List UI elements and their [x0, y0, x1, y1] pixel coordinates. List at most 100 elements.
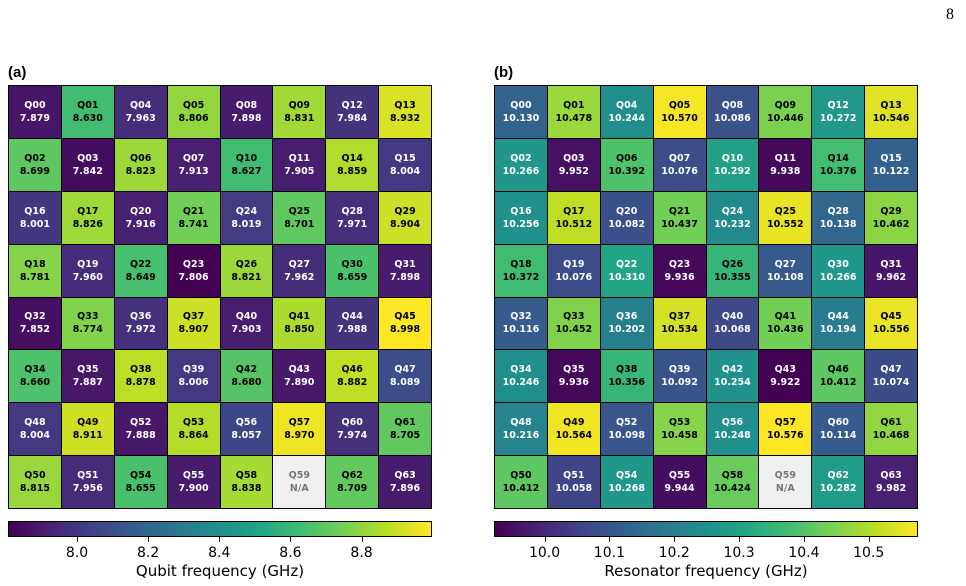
heatmap-cell: Q46 10.412	[812, 350, 865, 403]
cell-frequency-value: 8.699	[19, 165, 50, 177]
cell-frequency-value: 10.424	[714, 483, 751, 495]
cell-qubit-label: Q26	[721, 258, 744, 270]
cell-frequency-value: 7.852	[19, 324, 50, 336]
cell-frequency-value: 10.232	[714, 218, 751, 230]
colorbar-tick-mark	[803, 537, 805, 542]
heatmap-cell: Q29 10.462	[865, 191, 917, 244]
cell-qubit-label: Q48	[510, 417, 532, 429]
cell-frequency-value: 7.887	[72, 377, 103, 389]
cell-qubit-label: Q29	[394, 205, 416, 217]
cell-qubit-label: Q47	[394, 364, 416, 376]
cell-qubit-label: Q14	[827, 152, 849, 164]
heatmap-cell: Q24 10.232	[706, 191, 759, 244]
cell-qubit-label: Q10	[721, 152, 744, 164]
cell-qubit-label: Q53	[182, 417, 205, 429]
heatmap-cell: Q53 8.864	[167, 403, 220, 456]
heatmap-cell: Q17 8.826	[61, 191, 114, 244]
heatmap-cell: Q43 7.890	[273, 350, 326, 403]
colorbar-tick-mark	[674, 537, 676, 542]
cell-qubit-label: Q39	[182, 364, 205, 376]
heatmap-cell: Q48 10.216	[495, 403, 547, 456]
cell-frequency-value: 7.879	[19, 112, 50, 124]
colorbar-tick-label: 8.6	[279, 545, 302, 561]
heatmap-cell: Q19 7.960	[61, 244, 114, 297]
cell-frequency-value: 10.564	[555, 430, 593, 442]
heatmap-cell: Q37 8.907	[167, 297, 220, 350]
heatmap-cell: Q36 7.972	[114, 297, 167, 350]
cell-qubit-label: Q46	[827, 364, 849, 376]
cell-frequency-value: 10.092	[661, 377, 698, 389]
heatmap-cell: Q22 8.649	[114, 244, 167, 297]
cell-qubit-label: Q12	[341, 99, 363, 111]
cell-qubit-label: Q28	[827, 205, 849, 217]
heatmap-cell: Q41 10.436	[759, 297, 812, 350]
cell-qubit-label: Q53	[668, 417, 691, 429]
cell-frequency-value: 8.089	[390, 377, 421, 389]
colorbar-tick-mark	[148, 537, 150, 542]
cell-frequency-value: 8.774	[72, 324, 103, 336]
cell-qubit-label: Q39	[668, 364, 691, 376]
cell-qubit-label: Q55	[668, 470, 691, 482]
cell-qubit-label: Q51	[563, 470, 585, 482]
cell-qubit-label: Q08	[235, 99, 258, 111]
colorbar-tick-mark	[219, 537, 221, 542]
cell-frequency-value: 10.108	[766, 271, 804, 283]
cell-frequency-value: 10.355	[714, 271, 751, 283]
heatmap-cell: Q17 10.512	[547, 191, 600, 244]
cell-qubit-label: Q02	[24, 152, 46, 164]
cell-frequency-value: 7.890	[284, 377, 315, 389]
cell-qubit-label: Q03	[77, 152, 99, 164]
cell-qubit-label: Q47	[880, 364, 902, 376]
heatmap-cell: Q45 10.556	[865, 297, 917, 350]
colorbar-tick-mark	[868, 537, 870, 542]
cell-qubit-label: Q31	[880, 258, 902, 270]
cell-frequency-value: 10.468	[872, 430, 910, 442]
cell-qubit-label: Q63	[394, 470, 416, 482]
colorbar-tick-label: 8.8	[350, 545, 373, 561]
qubit-frequency-heatmap: Q00 7.879 Q01 8.630 Q04 7.963 Q05 8.806 Q08 7.898…	[8, 85, 432, 509]
colorbar-tick-label: 10.3	[723, 545, 755, 561]
heatmap-cell: Q38 8.878	[114, 350, 167, 403]
heatmap-cell: Q21 8.741	[167, 191, 220, 244]
heatmap-cell: Q42 10.254	[706, 350, 759, 403]
cell-frequency-value: 10.068	[714, 324, 751, 336]
cell-qubit-label: Q07	[182, 152, 205, 164]
cell-frequency-value: 8.705	[390, 430, 421, 442]
heatmap-cell: Q35 7.887	[61, 350, 114, 403]
qubit-colorbar-label: Qubit frequency (GHz)	[135, 562, 305, 580]
cell-frequency-value: 8.649	[125, 271, 156, 283]
heatmap-cell: Q10 8.627	[220, 138, 273, 191]
heatmap-cell: Q30 8.659	[326, 244, 379, 297]
cell-frequency-value: 7.971	[337, 218, 368, 230]
cell-qubit-label: Q35	[77, 364, 99, 376]
cell-qubit-label: Q04	[130, 99, 152, 111]
heatmap-cell: Q30 10.266	[812, 244, 865, 297]
cell-frequency-value: 10.082	[608, 218, 646, 230]
cell-frequency-value: 8.630	[72, 112, 103, 124]
cell-qubit-label: Q06	[130, 152, 152, 164]
cell-frequency-value: 8.838	[231, 483, 262, 495]
cell-qubit-label: Q08	[721, 99, 744, 111]
cell-frequency-value: 10.266	[502, 165, 540, 177]
heatmap-cell: Q11 7.905	[273, 138, 326, 191]
cell-qubit-label: Q40	[235, 311, 258, 323]
cell-qubit-label: Q27	[774, 258, 796, 270]
heatmap-cell: Q62 8.709	[326, 456, 379, 508]
cell-frequency-value: 10.412	[502, 483, 540, 495]
cell-frequency-value: 10.458	[661, 430, 698, 442]
cell-frequency-value: 10.546	[872, 112, 910, 124]
heatmap-cell: Q18 8.781	[9, 244, 61, 297]
cell-frequency-value: 8.627	[231, 165, 262, 177]
cell-qubit-label: Q50	[510, 470, 532, 482]
heatmap-cell: Q08 7.898	[220, 86, 273, 138]
cell-frequency-value: 8.907	[178, 324, 209, 336]
cell-qubit-label: Q11	[774, 152, 796, 164]
heatmap-cell: Q23 7.806	[167, 244, 220, 297]
cell-frequency-value: 10.452	[555, 324, 593, 336]
cell-frequency-value: 8.998	[390, 324, 421, 336]
cell-frequency-value: 10.534	[661, 324, 698, 336]
heatmap-cell: Q15 8.004	[379, 138, 431, 191]
heatmap-cell: Q40 7.903	[220, 297, 273, 350]
cell-qubit-label: Q25	[288, 205, 310, 217]
heatmap-cell: Q06 10.392	[600, 138, 653, 191]
